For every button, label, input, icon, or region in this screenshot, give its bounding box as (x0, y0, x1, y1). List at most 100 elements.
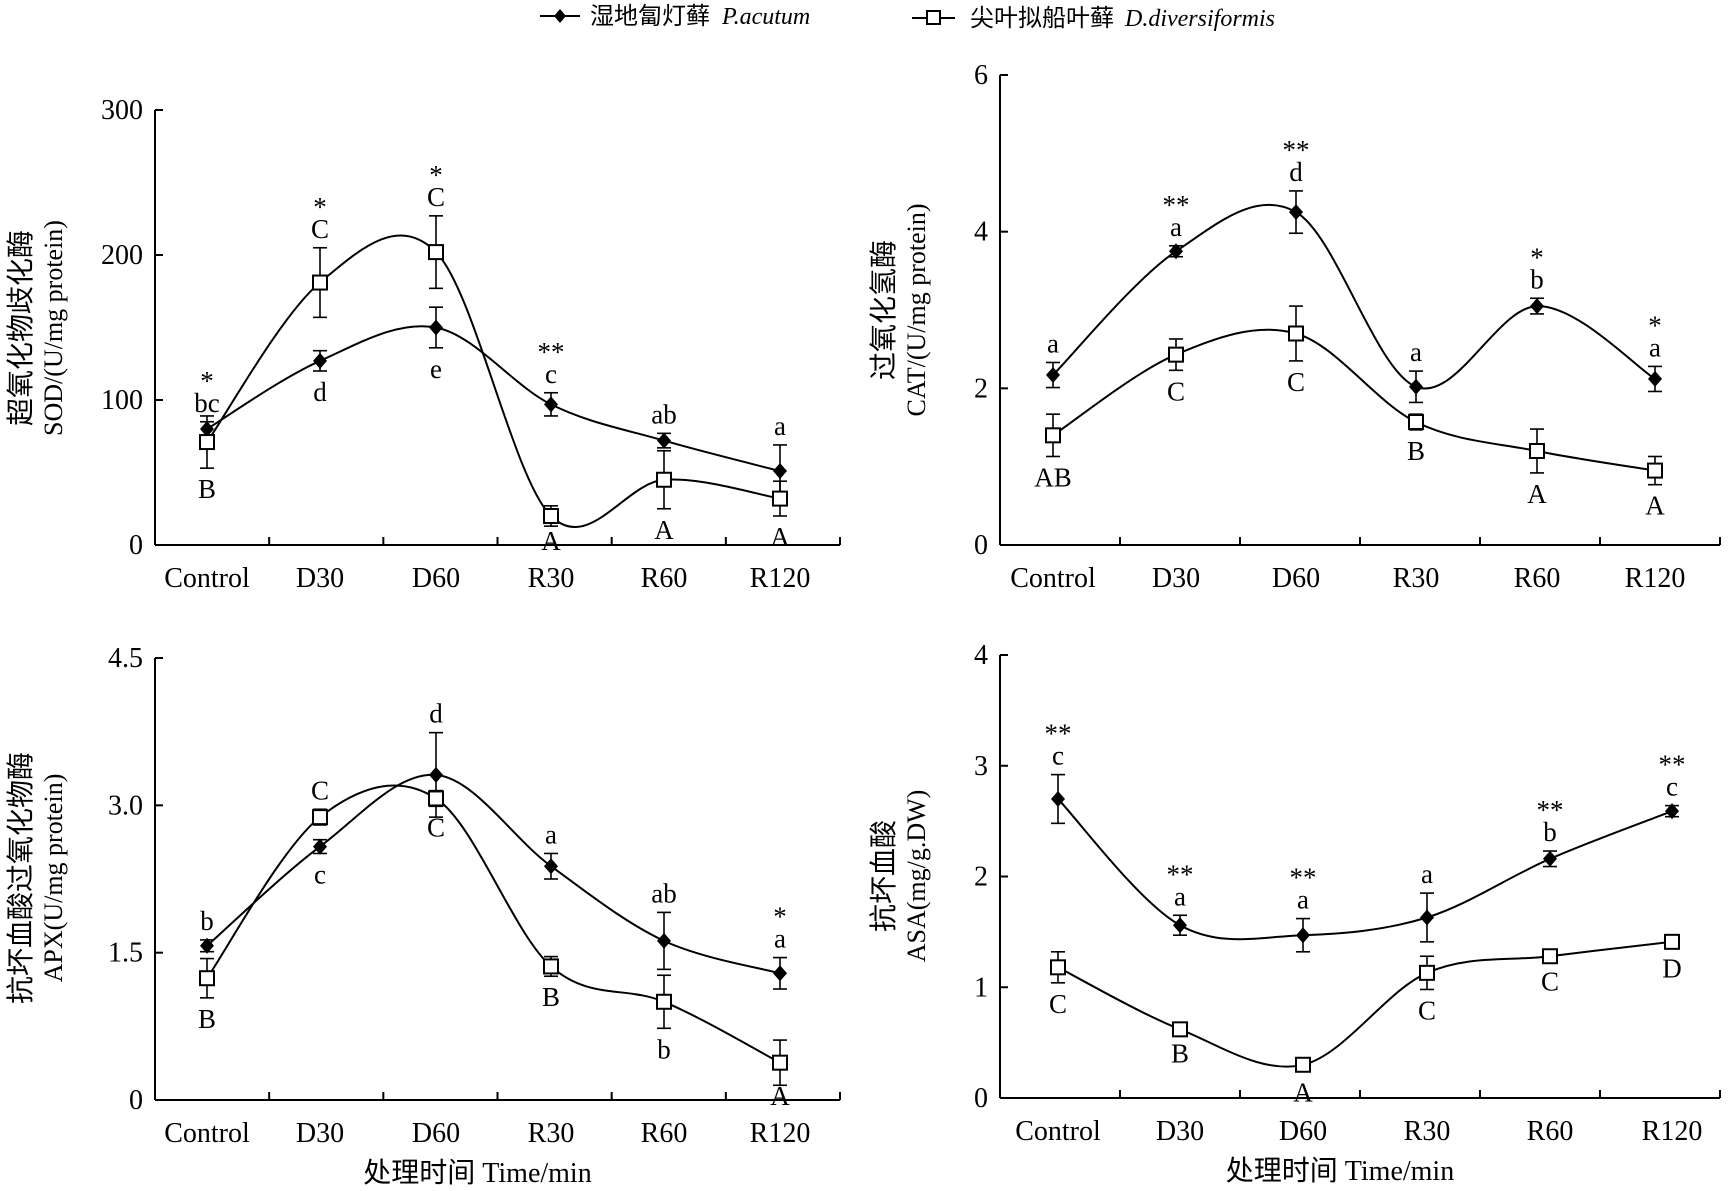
letter-label-series-a: a (1297, 885, 1309, 915)
data-point (1664, 933, 1680, 950)
legend-label-series-a: 湿地匐灯藓 (590, 3, 710, 30)
letter-label-series-a: b (200, 906, 214, 936)
y-axis-label-cn: 过氧化氢酶 (868, 240, 900, 380)
letter-label-series-b: C (427, 182, 445, 212)
data-point (1045, 427, 1061, 444)
data-point (1648, 370, 1662, 387)
data-point (772, 1054, 788, 1071)
letter-label-series-b: C (311, 214, 329, 244)
letter-label-series-b: C (1418, 995, 1436, 1025)
x-tick-label: Control (164, 1118, 250, 1149)
data-point (199, 970, 215, 987)
letter-label-series-b: C (427, 812, 445, 842)
letter-label-series-b: A (1645, 491, 1665, 521)
letter-label-series-b: D (1662, 953, 1682, 983)
x-tick-label: D60 (1279, 1116, 1327, 1147)
letter-label-series-a: bc (194, 388, 220, 418)
series-line-b (206, 234, 781, 529)
letter-label-series-a: b (1543, 817, 1557, 847)
data-point (312, 274, 328, 291)
y-tick-label: 4 (974, 217, 988, 248)
significance-mark: ** (1283, 135, 1310, 165)
letter-label-series-b: B (542, 982, 560, 1012)
y-tick-label: 4.5 (108, 643, 143, 674)
significance-mark: ** (1659, 750, 1686, 780)
y-tick-label: 3.0 (108, 790, 143, 821)
legend-label-series-b: 尖叶拟船叶藓 (970, 5, 1114, 32)
legend-italic-series-b: D.diversiformis (1124, 6, 1275, 32)
y-tick-label: 300 (101, 95, 143, 126)
panel-cat: 0 2 4 6 Control D30 D60 R30 R60 R120 过氧化氢酶 CAT/(U/m… (868, 60, 1721, 594)
significance-mark: ** (1537, 795, 1564, 825)
data-point (200, 937, 214, 954)
x-tick-label: R60 (1527, 1116, 1574, 1147)
data-point (1289, 204, 1303, 221)
letter-label-series-a: b (1530, 264, 1544, 294)
x-tick-label: R120 (1625, 563, 1686, 594)
letter-label-series-a: a (545, 819, 557, 849)
data-point (1409, 378, 1423, 395)
letter-label-series-a: ab (651, 399, 676, 429)
letter-label-series-a: d (313, 377, 327, 407)
data-point (657, 432, 671, 449)
data-point (1665, 803, 1679, 820)
letter-label-series-a: c (314, 859, 326, 889)
letter-label-series-a: e (430, 354, 442, 384)
data-point (1288, 325, 1304, 342)
data-point (199, 434, 215, 451)
series-line-b (1057, 940, 1673, 1068)
series-line-a (1057, 798, 1673, 941)
y-axis-label: CAT/(U/mg protein) (902, 203, 931, 416)
letter-label-series-b: A (1527, 479, 1547, 509)
y-axis-label: SOD/(U/mg protein) (39, 220, 68, 436)
data-point (1530, 298, 1544, 315)
x-tick-label: D30 (1156, 1116, 1204, 1147)
x-tick-label: D60 (412, 563, 460, 594)
series-line-a (206, 773, 781, 975)
data-point (1046, 367, 1060, 384)
data-point (313, 352, 327, 369)
legend-marker-series-a (554, 9, 566, 23)
data-point (1169, 243, 1183, 260)
letter-label-series-b: C (1287, 367, 1305, 397)
letter-label-series-b: C (311, 775, 329, 805)
x-tick-label: D30 (296, 1118, 344, 1149)
data-point (1296, 927, 1310, 944)
y-axis-label-cn: 超氧化物歧化酶 (5, 230, 37, 426)
x-tick-label: R120 (750, 563, 811, 594)
x-tick-label: R120 (1642, 1116, 1703, 1147)
data-point (1168, 346, 1184, 363)
letter-label-series-b: B (1407, 436, 1425, 466)
data-point (428, 244, 444, 261)
x-tick-label: D60 (412, 1118, 460, 1149)
data-point (1647, 462, 1663, 479)
data-point (429, 766, 443, 783)
data-point (773, 965, 787, 982)
data-point (656, 993, 672, 1010)
letter-label-series-a: a (1649, 332, 1661, 362)
letter-label-series-b: B (198, 474, 216, 504)
x-axis-label: 处理时间 Time/min (363, 1157, 591, 1189)
significance-mark: ** (538, 337, 565, 367)
y-axis-label-cn: 抗坏血酸 (868, 820, 900, 932)
data-point (1542, 948, 1558, 965)
letter-label-series-a: c (1666, 772, 1678, 802)
data-point (544, 858, 558, 875)
data-point (1050, 959, 1066, 976)
y-tick-label: 2 (974, 862, 988, 893)
x-tick-label: D60 (1272, 563, 1320, 594)
data-point (1420, 909, 1434, 926)
data-point (1408, 414, 1424, 431)
significance-mark: * (1530, 242, 1544, 272)
panel-asa: 0 1 2 3 4 Control D30 D60 R30 R60 R120 抗坏血酸 ASA(mg/g… (868, 640, 1721, 1187)
data-point (1295, 1056, 1311, 1073)
data-point (1173, 917, 1187, 934)
y-axis-label: APX(U/mg protein) (39, 774, 68, 983)
legend-marker-series-b (926, 10, 941, 25)
data-point (772, 490, 788, 507)
y-tick-label: 0 (129, 530, 143, 561)
letter-label-series-b: C (1167, 376, 1185, 406)
letter-label-series-a: c (1052, 741, 1064, 771)
x-tick-label: Control (1010, 563, 1096, 594)
x-tick-label: D30 (1152, 563, 1200, 594)
